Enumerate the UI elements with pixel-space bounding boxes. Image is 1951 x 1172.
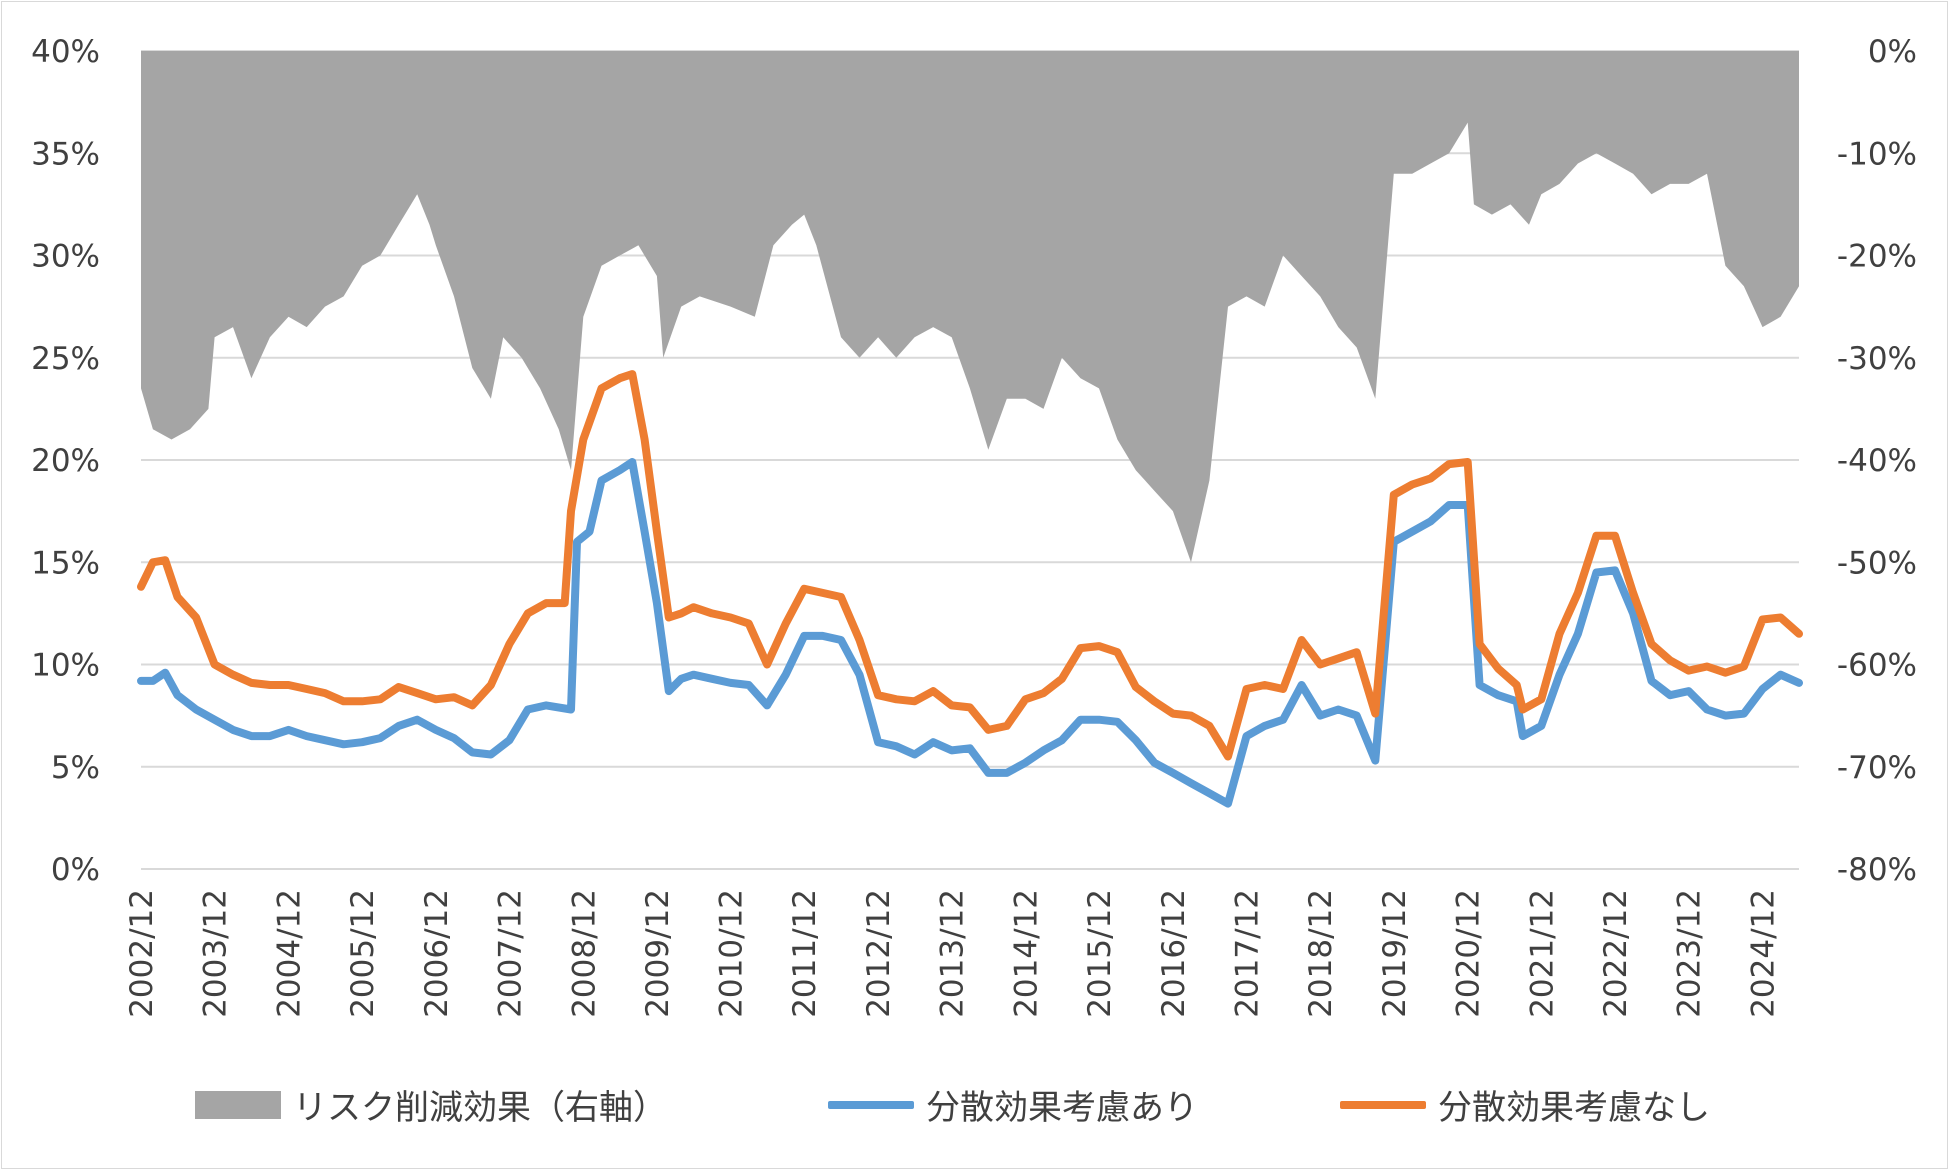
left-axis-tick-label: 0% [51, 852, 100, 888]
left-axis-tick-label: 20% [31, 443, 100, 479]
legend-swatch-blue-line [828, 1100, 914, 1109]
x-axis-tick-label: 2017/12 [1230, 889, 1266, 1018]
legend-item-risk-reduction: リスク削減効果（右軸） [195, 1080, 667, 1129]
left-axis-tick-label: 30% [31, 239, 100, 275]
x-axis-tick-label: 2007/12 [492, 889, 528, 1018]
right-axis-tick-label: -20% [1837, 239, 1917, 275]
right-axis-tick-label: -30% [1837, 341, 1917, 377]
x-axis-tick-label: 2015/12 [1082, 889, 1118, 1018]
left-axis-tick-label: 5% [51, 750, 100, 786]
right-axis-tick-label: -80% [1837, 852, 1917, 888]
x-axis-tick-label: 2024/12 [1746, 889, 1782, 1018]
legend-item-undiversified: 分散効果考慮なし [1340, 1080, 1710, 1129]
undiversified-series-line [137, 370, 1803, 761]
legend-label-undiversified: 分散効果考慮なし [1438, 1088, 1710, 1128]
x-axis-tick-label: 2014/12 [1008, 889, 1044, 1018]
right-axis-tick-label: -70% [1837, 750, 1917, 786]
left-axis-tick-label: 10% [31, 648, 100, 684]
x-axis-tick-label: 2006/12 [419, 889, 455, 1018]
x-axis-tick-label: 2012/12 [861, 889, 897, 1018]
left-axis-tick-label: 15% [31, 545, 100, 581]
x-axis-tick-label: 2023/12 [1672, 889, 1708, 1018]
legend-item-diversified: 分散効果考慮あり [828, 1080, 1198, 1129]
left-axis-tick-label: 40% [31, 34, 100, 70]
x-axis-tick-label: 2010/12 [714, 889, 750, 1018]
right-axis-tick-label: -60% [1837, 648, 1917, 684]
x-axis-tick-label: 2011/12 [787, 889, 823, 1018]
left-axis-tick-label: 35% [31, 136, 100, 172]
legend-swatch-area [195, 1090, 281, 1119]
diversified-series-line [137, 458, 1803, 808]
x-axis-tick-label: 2005/12 [345, 889, 381, 1018]
x-axis-tick-label: 2013/12 [935, 889, 971, 1018]
x-axis-tick-label: 2020/12 [1451, 889, 1487, 1018]
x-axis-tick-label: 2022/12 [1598, 889, 1634, 1018]
legend-label-diversified: 分散効果考慮あり [926, 1088, 1198, 1128]
legend-label-risk-reduction: リスク削減効果（右軸） [293, 1088, 667, 1128]
x-axis-tick-label: 2021/12 [1524, 889, 1560, 1018]
x-axis-tick-label: 2008/12 [566, 889, 602, 1018]
x-axis-tick-label: 2002/12 [124, 889, 160, 1018]
left-axis-tick-label: 25% [31, 341, 100, 377]
right-axis-tick-label: 0% [1868, 34, 1917, 70]
x-axis-tick-label: 2016/12 [1156, 889, 1192, 1018]
risk-reduction-area [141, 51, 1799, 563]
legend-swatch-orange-line [1340, 1100, 1426, 1109]
x-axis-tick-label: 2004/12 [272, 889, 308, 1018]
x-axis-tick-label: 2019/12 [1377, 889, 1413, 1018]
right-axis-tick-label: -10% [1837, 136, 1917, 172]
x-axis-tick-label: 2009/12 [640, 889, 676, 1018]
x-axis-tick-label: 2003/12 [198, 889, 234, 1018]
right-axis-tick-label: -40% [1837, 443, 1917, 479]
right-axis-tick-label: -50% [1837, 545, 1917, 581]
x-axis-tick-label: 2018/12 [1303, 889, 1339, 1018]
